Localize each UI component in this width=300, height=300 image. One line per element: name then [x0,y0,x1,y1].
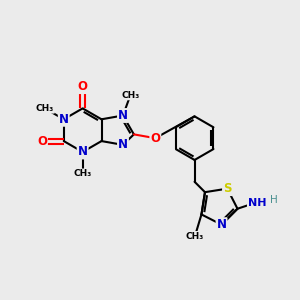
Text: N: N [118,138,128,152]
Text: H: H [270,195,277,205]
Text: NH: NH [248,198,266,208]
Text: CH₃: CH₃ [186,232,204,241]
Text: N: N [118,109,128,122]
Text: CH₃: CH₃ [36,104,54,113]
Text: N: N [78,146,88,158]
Text: N: N [217,218,226,231]
Text: O: O [37,135,47,148]
Text: CH₃: CH₃ [74,169,92,178]
Text: CH₃: CH₃ [121,91,140,100]
Text: N: N [59,113,69,126]
Text: S: S [223,182,232,195]
Text: O: O [78,80,88,93]
Text: O: O [150,132,160,145]
